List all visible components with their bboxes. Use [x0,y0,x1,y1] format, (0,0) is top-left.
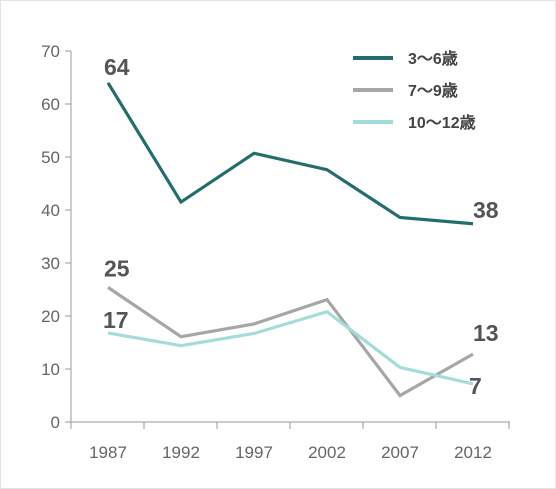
y-tick-label: 0 [51,413,60,432]
data-label: 7 [469,373,482,399]
x-tick-label: 2002 [308,443,346,462]
data-label: 38 [473,197,499,223]
legend: 3〜6歳 7〜9歳 10〜12歳 [353,49,476,132]
data-labels: 64 38 25 13 17 7 [103,54,499,399]
axes: 0 10 20 30 40 50 60 70 1987 1992 1997 2002 2007 2012 [41,42,510,462]
y-tick-label: 50 [41,148,60,167]
series-line-2 [107,309,474,386]
data-label: 64 [104,54,130,80]
y-tick-label: 70 [41,42,60,61]
data-label: 13 [473,320,499,346]
y-tick-label: 20 [41,307,60,326]
x-tick-label: 2007 [381,443,419,462]
data-label: 17 [103,307,129,333]
x-tick-label: 1997 [235,443,273,462]
x-tick-label: 2012 [454,443,492,462]
legend-label: 10〜12歳 [408,113,476,132]
legend-label: 7〜9歳 [408,81,458,100]
data-label: 25 [104,255,130,281]
series-lines [106,81,474,398]
x-tick-label: 1992 [162,443,200,462]
series-line-1 [107,286,474,398]
y-tick-label: 40 [41,201,60,220]
y-tick-label: 30 [41,254,60,273]
legend-label: 3〜6歳 [408,49,458,68]
x-tick-label: 1987 [89,443,127,462]
series-line-0 [106,81,474,226]
y-tick-label: 60 [41,95,60,114]
y-tick-label: 10 [41,360,60,379]
